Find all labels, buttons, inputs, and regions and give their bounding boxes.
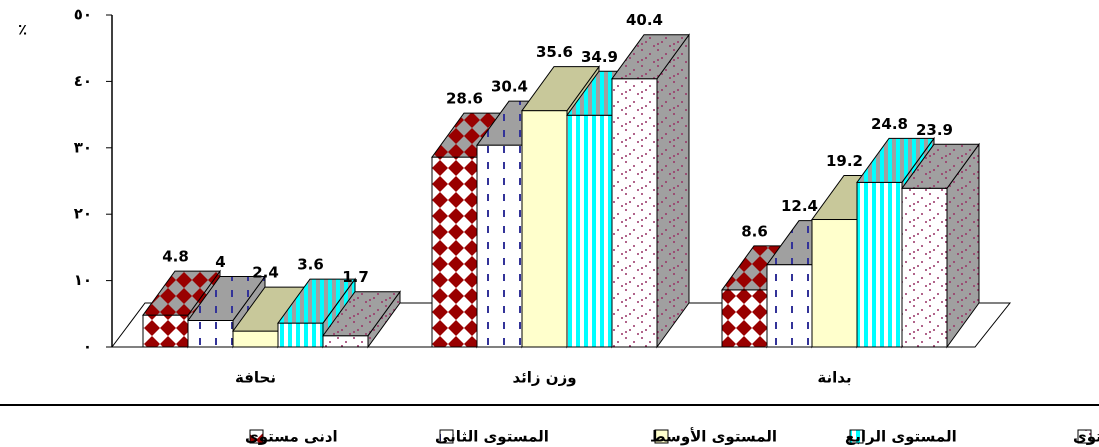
bar [476,144,523,348]
bar-top [277,278,356,324]
x-tick-label: بدانة [817,369,851,387]
data-label: 4 [215,253,225,271]
bar-side [656,33,690,349]
bar [187,319,234,348]
bar-top [611,34,690,80]
data-label: 3.6 [297,256,324,274]
legend-label: ادنى مستوى [245,428,338,446]
bar [232,330,279,348]
bar [277,322,324,348]
y-tick-label: ٣٠ [74,138,92,156]
data-label: 30.4 [491,78,528,96]
y-axis-label: ٪ [18,21,27,39]
bar-top [142,270,221,316]
data-label: 34.9 [581,48,618,66]
data-label: 12.4 [781,197,818,215]
legend-swatch [439,429,454,444]
legend-label: المستوى الثانى [435,428,549,446]
data-label: 19.2 [826,152,863,170]
x-tick-label: وزن زائد [512,369,576,387]
bar [811,219,858,348]
bar-top [856,137,935,183]
data-label: 1.7 [342,268,369,286]
bar [766,264,813,348]
data-label: 35.6 [536,43,573,61]
data-label: 2.4 [252,264,279,282]
y-tick-label: ٢٠ [74,205,92,223]
y-tick-label: ٠ [83,338,92,356]
legend-swatch [654,429,669,444]
y-tick-label: ٥٠ [74,6,92,24]
bar [901,187,948,348]
legend-swatch [249,429,264,444]
bar [566,114,613,348]
data-label: 24.8 [871,115,908,133]
bar-top [901,143,980,189]
bar [856,181,903,348]
x-tick-label: نحافة [235,369,276,387]
data-label: 28.6 [446,90,483,108]
legend-label: المستوى الأوسط [650,428,777,446]
bar [142,314,189,348]
data-label: 4.8 [162,248,189,266]
bar [521,110,568,348]
legend-label: أعلى مستوى [1073,427,1099,446]
legend-swatch [1077,429,1092,444]
bar [322,335,369,348]
data-label: 8.6 [741,222,768,240]
y-tick-label: ٤٠ [74,72,92,90]
legend-swatch [849,429,864,444]
bar-top [322,291,401,337]
bar [611,78,658,348]
bar-top [521,66,600,112]
data-label: 23.9 [916,121,953,139]
y-tick-label: ١٠ [74,271,92,289]
bar [721,289,768,348]
bar [431,156,478,348]
bar-top [187,275,266,321]
data-label: 40.4 [626,11,663,29]
legend-label: المستوى الرابع [845,428,957,446]
